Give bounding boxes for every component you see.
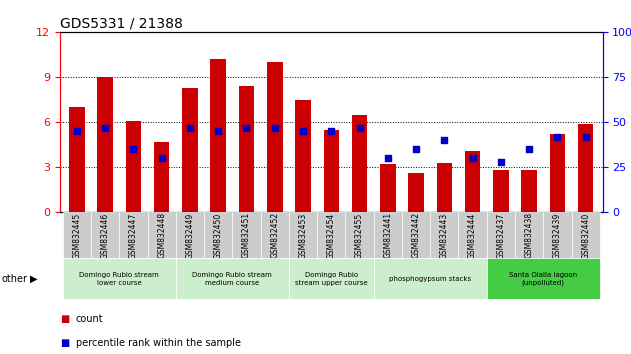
- Bar: [204, 212, 232, 258]
- Bar: [239, 86, 254, 212]
- Point: [439, 137, 449, 143]
- Bar: [126, 121, 141, 212]
- Bar: [211, 59, 226, 212]
- Bar: [487, 212, 515, 258]
- Text: GSM832443: GSM832443: [440, 212, 449, 258]
- Bar: [543, 212, 572, 258]
- Bar: [69, 107, 85, 212]
- Text: GSM832441: GSM832441: [383, 212, 392, 258]
- Bar: [317, 212, 345, 258]
- Text: GDS5331 / 21388: GDS5331 / 21388: [60, 17, 183, 31]
- Bar: [459, 212, 487, 258]
- Point: [468, 155, 478, 161]
- Bar: [487, 258, 600, 299]
- Text: ■: ■: [60, 314, 69, 324]
- Bar: [295, 99, 311, 212]
- Text: GSM832452: GSM832452: [270, 212, 280, 258]
- Point: [411, 147, 421, 152]
- Point: [72, 129, 82, 134]
- Bar: [289, 212, 317, 258]
- Text: count: count: [76, 314, 103, 324]
- Bar: [97, 77, 113, 212]
- Text: GSM832448: GSM832448: [157, 212, 166, 258]
- Bar: [374, 212, 402, 258]
- Point: [524, 147, 534, 152]
- Point: [383, 155, 393, 161]
- Text: GSM832455: GSM832455: [355, 212, 364, 258]
- Text: phosphogypsum stacks: phosphogypsum stacks: [389, 276, 471, 282]
- Text: GSM832446: GSM832446: [101, 212, 110, 258]
- Bar: [465, 151, 480, 212]
- Bar: [176, 212, 204, 258]
- Point: [298, 129, 308, 134]
- Bar: [324, 130, 339, 212]
- Bar: [430, 212, 459, 258]
- Bar: [182, 87, 198, 212]
- Text: GSM832439: GSM832439: [553, 212, 562, 258]
- Point: [156, 155, 167, 161]
- Text: GSM832449: GSM832449: [186, 212, 194, 258]
- Point: [242, 125, 252, 130]
- Bar: [515, 212, 543, 258]
- Text: GSM832453: GSM832453: [298, 212, 307, 258]
- Bar: [232, 212, 261, 258]
- Bar: [374, 258, 487, 299]
- Point: [496, 159, 506, 165]
- Text: Santa Olalla lagoon
(unpolluted): Santa Olalla lagoon (unpolluted): [509, 272, 577, 286]
- Bar: [154, 142, 170, 212]
- Text: GSM832447: GSM832447: [129, 212, 138, 258]
- Bar: [62, 212, 91, 258]
- Bar: [572, 212, 600, 258]
- Text: GSM832450: GSM832450: [214, 212, 223, 258]
- Point: [355, 125, 365, 130]
- Text: GSM832437: GSM832437: [497, 212, 505, 258]
- Bar: [408, 173, 424, 212]
- Text: GSM832445: GSM832445: [73, 212, 81, 258]
- Point: [269, 125, 280, 130]
- Bar: [493, 170, 509, 212]
- Text: ■: ■: [60, 338, 69, 348]
- Bar: [550, 134, 565, 212]
- Bar: [437, 163, 452, 212]
- Point: [128, 147, 138, 152]
- Point: [552, 134, 562, 139]
- Text: GSM832444: GSM832444: [468, 212, 477, 258]
- Bar: [62, 258, 176, 299]
- Text: percentile rank within the sample: percentile rank within the sample: [76, 338, 240, 348]
- Bar: [267, 62, 283, 212]
- Text: Domingo Rubio stream
lower course: Domingo Rubio stream lower course: [80, 272, 159, 286]
- Bar: [402, 212, 430, 258]
- Text: GSM832454: GSM832454: [327, 212, 336, 258]
- Text: GSM832438: GSM832438: [524, 212, 534, 258]
- Bar: [521, 170, 537, 212]
- Point: [100, 125, 110, 130]
- Bar: [578, 124, 593, 212]
- Bar: [351, 115, 367, 212]
- Bar: [119, 212, 148, 258]
- Bar: [289, 258, 374, 299]
- Point: [213, 129, 223, 134]
- Text: GSM832442: GSM832442: [411, 212, 421, 258]
- Bar: [176, 258, 289, 299]
- Bar: [380, 164, 396, 212]
- Text: GSM832440: GSM832440: [581, 212, 590, 258]
- Point: [581, 134, 591, 139]
- Bar: [91, 212, 119, 258]
- Point: [326, 129, 336, 134]
- Bar: [345, 212, 374, 258]
- Text: ▶: ▶: [30, 274, 38, 284]
- Text: GSM832451: GSM832451: [242, 212, 251, 258]
- Text: Domingo Rubio stream
medium course: Domingo Rubio stream medium course: [192, 272, 272, 286]
- Text: other: other: [1, 274, 27, 284]
- Point: [185, 125, 195, 130]
- Text: Domingo Rubio
stream upper course: Domingo Rubio stream upper course: [295, 272, 368, 286]
- Bar: [261, 212, 289, 258]
- Bar: [148, 212, 176, 258]
